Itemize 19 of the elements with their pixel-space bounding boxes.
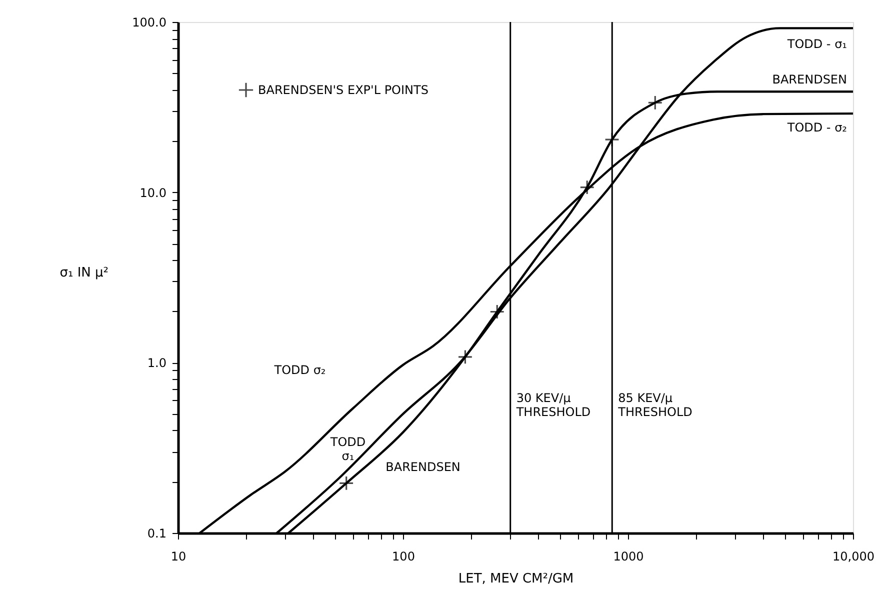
series-label: TODD - σ₂ bbox=[786, 120, 848, 135]
legend-label: BARENDSEN'S EXP'L POINTS bbox=[258, 83, 428, 97]
annotation: TODD σ₂ bbox=[273, 363, 326, 377]
annotation: TODD σ₁ bbox=[329, 435, 366, 463]
x-tick-label: 1000 bbox=[613, 550, 644, 564]
y-axis-title: σ₁ IN μ² bbox=[60, 266, 108, 280]
y-tick-label: 100.0 bbox=[132, 16, 166, 30]
ref-line-label: 30 KEV/μ THRESHOLD bbox=[515, 391, 591, 419]
x-tick-label: 10,000 bbox=[832, 550, 874, 564]
x-tick-label: 100 bbox=[392, 550, 415, 564]
x-axis-title: LET, MEV CM²/GM bbox=[458, 572, 574, 586]
series-label: BARENDSEN bbox=[772, 72, 847, 87]
y-tick-label: 10.0 bbox=[140, 186, 166, 200]
y-tick-label: 1.0 bbox=[147, 356, 166, 370]
x-tick-label: 10 bbox=[170, 550, 186, 564]
y-tick-label: 0.1 bbox=[147, 526, 166, 540]
annotation: BARENDSEN bbox=[386, 460, 460, 474]
series-label: TODD - σ₁ bbox=[786, 37, 848, 52]
ref-line-label: 85 KEV/μ THRESHOLD bbox=[617, 391, 692, 419]
